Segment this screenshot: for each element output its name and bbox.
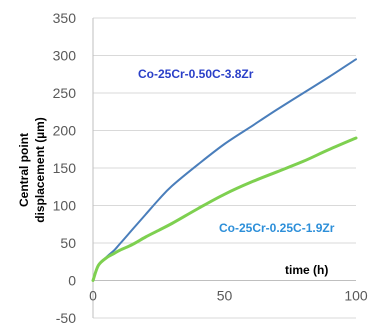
x-axis-title: time (h) [285, 263, 328, 277]
series-lines [91, 58, 358, 282]
y-tick-label: -50 [56, 310, 76, 326]
y-axis-title-line-1: Central point [17, 133, 31, 207]
y-tick-label: 50 [60, 235, 76, 251]
y-tick-label: 250 [53, 85, 77, 101]
y-tick-labels: -50 0 50 100 150 200 250 300 350 [53, 10, 77, 326]
axes [92, 18, 356, 318]
x-tick-label: 0 [89, 288, 97, 304]
x-tick-labels: 0 50 100 [89, 288, 368, 304]
y-axis-title-line-2: displacement (µm) [33, 117, 47, 223]
y-tick-label: 100 [53, 198, 77, 214]
y-axis-title: Central point displacement (µm) [17, 117, 47, 223]
y-tick-label: 350 [53, 10, 77, 26]
series-line-co-25cr-050c-38zr [92, 58, 357, 282]
y-tick-label: 200 [53, 123, 77, 139]
series-line-co-25cr-025c-19zr [91, 136, 358, 282]
x-tick-label: 100 [344, 288, 368, 304]
y-tick-label: 0 [68, 273, 76, 289]
y-tick-label: 300 [53, 48, 77, 64]
series-label-co-25cr-050c-38zr: Co-25Cr-0.50C-3.8Zr [138, 67, 254, 81]
y-tick-label: 150 [53, 160, 77, 176]
series-label-co-25cr-025c-19zr: Co-25Cr-0.25C-1.9Zr [219, 221, 335, 235]
x-tick-label: 50 [217, 288, 233, 304]
